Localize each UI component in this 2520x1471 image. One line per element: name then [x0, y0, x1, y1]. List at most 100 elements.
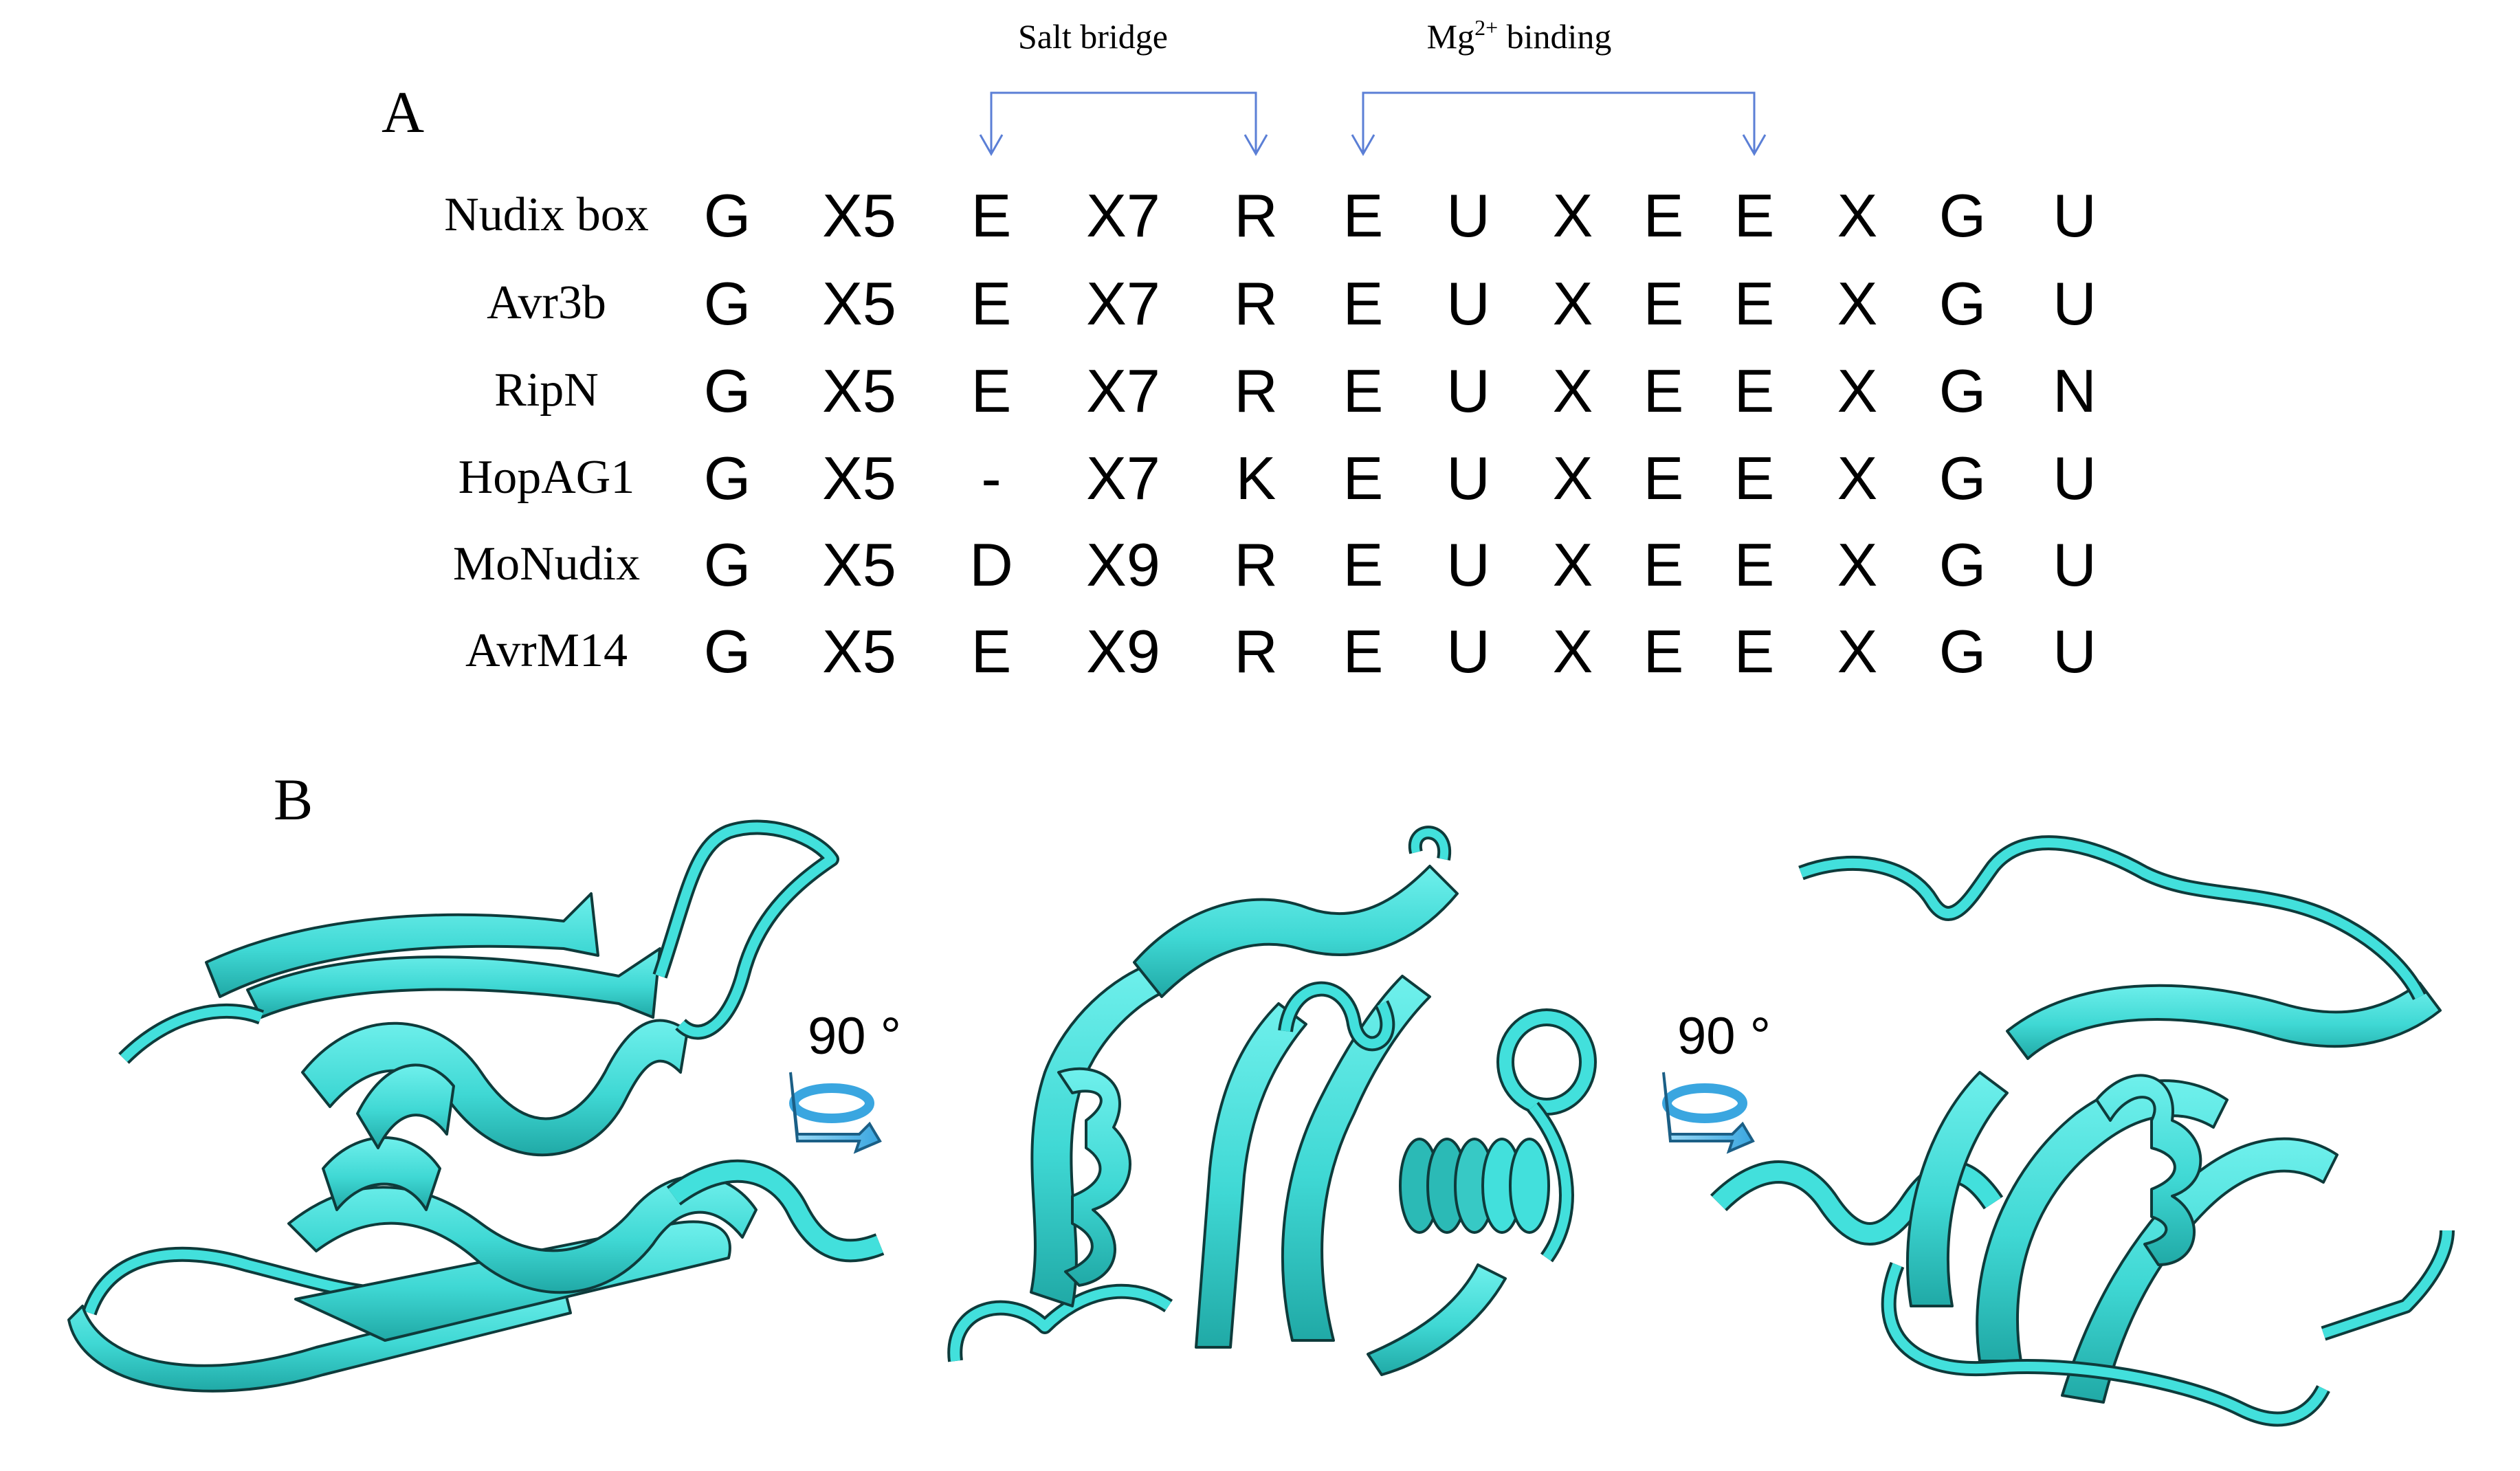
alignment-cell: G [1938, 444, 1987, 512]
alignment-cell: G [1938, 181, 1987, 250]
alignment-cell: E [971, 357, 1012, 425]
alignment-cell: X [1837, 181, 1878, 250]
alignment-cell: E [1643, 357, 1684, 425]
alignment-cell: E [1734, 269, 1775, 338]
alignment-cell: X7 [1086, 357, 1160, 425]
alignment-cell: G [1938, 357, 1987, 425]
rotation-label-1: 90 ° [808, 1007, 902, 1065]
bracket-arrowhead [1244, 134, 1268, 157]
alignment-cell: E [1734, 181, 1775, 250]
row-name: Avr3b [487, 276, 606, 329]
alignment-cell: U [2053, 617, 2097, 685]
alignment-cell: E [1734, 444, 1775, 512]
alignment-cell: U [1446, 531, 1490, 599]
alignment-cell: E [1643, 181, 1684, 250]
bracket-line-1 [990, 91, 1257, 153]
alignment-cell: X5 [822, 444, 896, 512]
alignment-cell: E [971, 269, 1012, 338]
alignment-cell: E [1643, 531, 1684, 599]
panel-a-label: A [382, 79, 425, 145]
alignment-cell: X [1837, 531, 1878, 599]
alignment-cell: E [1342, 357, 1384, 425]
alignment-cell: U [2053, 531, 2097, 599]
alignment-cell: G [1938, 617, 1987, 685]
bracket-arrowhead [1742, 134, 1767, 157]
alignment-cell: X [1552, 269, 1593, 338]
alignment-cell: U [2053, 269, 2097, 338]
alignment-cell: D [969, 531, 1013, 599]
panel-b-label: B [274, 766, 313, 832]
alignment-cell: X5 [822, 269, 896, 338]
alignment-cell: X5 [822, 357, 896, 425]
alignment-cell: X [1837, 269, 1878, 338]
alignment-cell: U [2053, 444, 2097, 512]
alignment-cell: R [1234, 181, 1278, 250]
alignment-cell: E [1342, 444, 1384, 512]
protein-structure-view-1 [67, 819, 885, 1393]
alignment-cell: E [1342, 531, 1384, 599]
alignment-cell: X9 [1086, 531, 1160, 599]
alignment-cell: X [1552, 181, 1593, 250]
rotation-label-2: 90 ° [1677, 1007, 1771, 1065]
alignment-cell: X [1837, 357, 1878, 425]
alignment-cell: X5 [822, 531, 896, 599]
alignment-cell: N [2053, 357, 2097, 425]
alignment-cell: X7 [1086, 444, 1160, 512]
alignment-cell: K [1235, 444, 1276, 512]
rotate-arrow-icon-2 [1662, 1072, 1755, 1154]
alignment-cell: G [1938, 531, 1987, 599]
alignment-cell: E [1734, 357, 1775, 425]
row-name: HopAG1 [458, 451, 635, 504]
row-name: MoNudix [452, 538, 641, 590]
alignment-cell: X5 [822, 181, 896, 250]
alignment-cell: E [1643, 617, 1684, 685]
alignment-cell: G [703, 357, 751, 425]
alignment-cell: G [1938, 269, 1987, 338]
bracket-line-2 [1362, 91, 1756, 153]
alignment-cell: X [1552, 357, 1593, 425]
alignment-cell: G [703, 617, 751, 685]
alignment-cell: R [1234, 357, 1278, 425]
alignment-cell: U [1446, 181, 1490, 250]
row-name: RipN [494, 364, 599, 417]
alignment-cell: X5 [822, 617, 896, 685]
alignment-cell: E [1734, 617, 1775, 685]
mg-binding-label: Mg2+ binding [1426, 15, 1612, 56]
alignment-cell: E [971, 617, 1012, 685]
alignment-cell: X [1552, 531, 1593, 599]
alignment-cell: E [971, 181, 1012, 250]
alignment-cell: R [1234, 269, 1278, 338]
salt-bridge-label: Salt bridge [1017, 17, 1169, 56]
alignment-cell: G [703, 181, 751, 250]
alignment-cell: E [1342, 617, 1384, 685]
alignment-cell: E [1734, 531, 1775, 599]
protein-structure-view-2 [947, 826, 1597, 1376]
alignment-cell: X7 [1086, 181, 1160, 250]
alignment-cell: X9 [1086, 617, 1160, 685]
alignment-cell: - [981, 444, 1002, 512]
alignment-cell: U [2053, 181, 2097, 250]
alignment-cell: X [1552, 617, 1593, 685]
alignment-cell: R [1234, 531, 1278, 599]
alignment-cell: E [1643, 269, 1684, 338]
alignment-cell: U [1446, 357, 1490, 425]
alignment-cell: X [1837, 617, 1878, 685]
rotate-arrow-icon-1 [789, 1072, 882, 1154]
alignment-cell: X [1837, 444, 1878, 512]
alignment-cell: X [1552, 444, 1593, 512]
protein-structure-view-3 [1710, 835, 2455, 1427]
alignment-cell: E [1342, 181, 1384, 250]
row-name: AvrM14 [465, 624, 628, 677]
alignment-cell: X7 [1086, 269, 1160, 338]
alignment-cell: G [703, 531, 751, 599]
bracket-arrowhead [979, 134, 1004, 157]
alignment-cell: E [1342, 269, 1384, 338]
alignment-cell: G [703, 444, 751, 512]
row-name: Nudix box [444, 188, 649, 241]
alignment-cell: R [1234, 617, 1278, 685]
bracket-arrowhead [1351, 134, 1375, 157]
alignment-cell: U [1446, 617, 1490, 685]
alignment-cell: E [1643, 444, 1684, 512]
